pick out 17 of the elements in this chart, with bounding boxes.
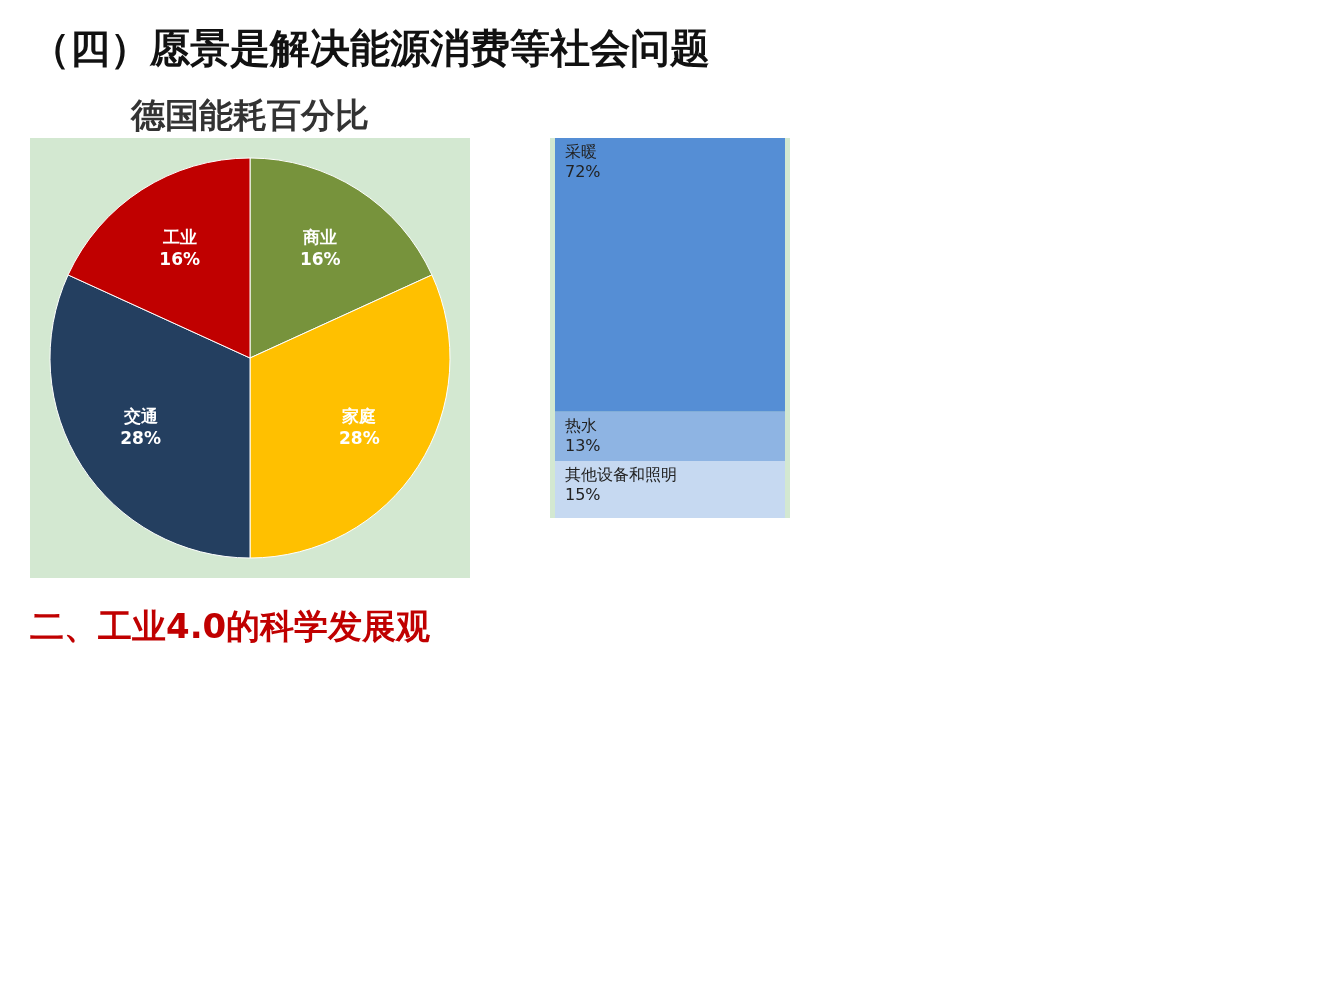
data-label: 28%: [339, 428, 380, 449]
data-label: 72%: [565, 162, 601, 181]
series-label: 采暖: [565, 142, 597, 161]
series-label: 热水: [565, 415, 597, 435]
chart-title: 德国能耗百分比: [130, 95, 369, 135]
data-label: 15%: [565, 485, 601, 504]
slice-label: 交通: [122, 406, 158, 427]
data-label: 16%: [299, 248, 341, 269]
text: （四）愿景是解决能源消费等社会问题: [30, 25, 710, 71]
slice-label: 商业: [302, 226, 338, 247]
slice-label: 家庭: [341, 406, 377, 427]
series-label: 其他设备和照明: [565, 465, 677, 484]
text: 二、工业4.0的科学发展观: [30, 606, 431, 646]
data-label: 13%: [565, 435, 601, 455]
slice-label: 工业: [161, 226, 197, 247]
data-label: 16%: [159, 248, 201, 269]
data-label: 28%: [120, 428, 161, 449]
